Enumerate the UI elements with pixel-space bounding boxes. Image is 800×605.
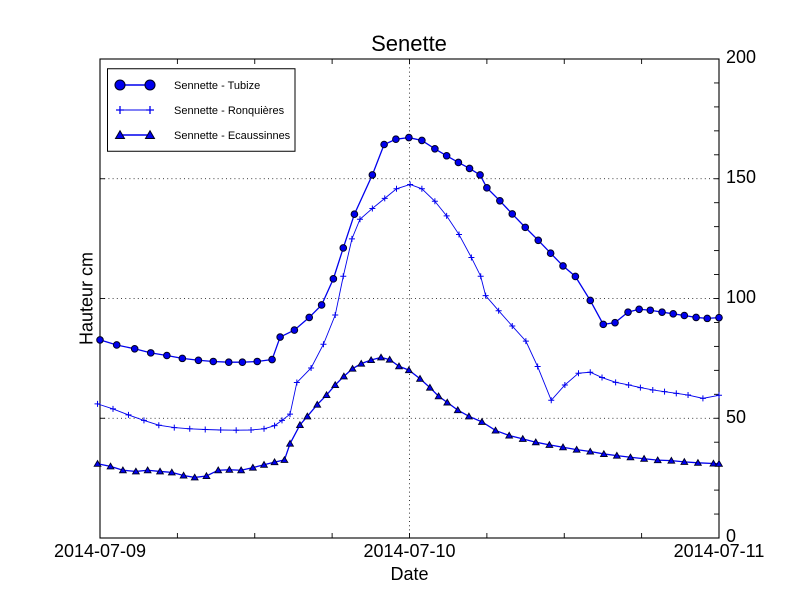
svg-text:Date: Date (390, 564, 428, 584)
svg-text:150: 150 (726, 167, 756, 187)
svg-text:Sennette - Ecaussinnes: Sennette - Ecaussinnes (174, 130, 291, 142)
svg-text:2014-07-11: 2014-07-11 (674, 541, 765, 561)
svg-text:2014-07-09: 2014-07-09 (54, 541, 146, 561)
svg-text:Hauteur cm: Hauteur cm (77, 252, 97, 345)
svg-text:100: 100 (726, 287, 756, 307)
svg-text:Sennette - Tubize: Sennette - Tubize (174, 80, 260, 92)
svg-text:2014-07-10: 2014-07-10 (363, 541, 455, 561)
svg-text:Senette: Senette (371, 31, 447, 56)
svg-text:200: 200 (726, 47, 756, 67)
svg-text:50: 50 (726, 407, 746, 427)
svg-text:Sennette - Ronquières: Sennette - Ronquières (174, 105, 285, 117)
